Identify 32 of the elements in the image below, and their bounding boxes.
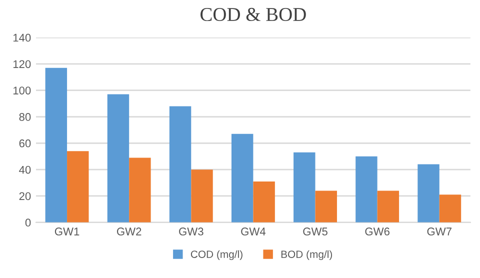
x-tick-label: GW2: [116, 228, 142, 236]
y-tick-label: 40: [19, 166, 31, 174]
bar: [418, 164, 440, 222]
bar: [45, 68, 68, 222]
bar: [169, 106, 192, 222]
legend-label: COD (mg/l): [190, 250, 242, 260]
x-tick-label: GW4: [241, 228, 266, 236]
y-tick-label: 120: [13, 60, 31, 68]
bar: [129, 158, 151, 222]
x-tick-label: GW6: [365, 228, 390, 236]
bar: [294, 152, 316, 222]
x-tick-label: GW1: [54, 228, 80, 236]
x-tick-label: GW3: [179, 228, 204, 236]
bar: [377, 190, 400, 222]
y-tick-label: 20: [19, 192, 31, 200]
bar: [356, 156, 378, 222]
bar: [253, 181, 275, 222]
bar: [315, 190, 337, 222]
chart-title: COD & BOD: [200, 8, 306, 22]
y-tick-label: 80: [19, 113, 31, 121]
bar: [191, 170, 213, 222]
y-tick-label: 0: [25, 218, 31, 227]
bar: [107, 94, 130, 222]
y-tick-label: 140: [13, 34, 31, 42]
legend-label: BOD (mg/l): [281, 250, 332, 260]
y-tick-label: 100: [13, 86, 31, 94]
bar: [439, 194, 462, 222]
bar: [231, 134, 254, 222]
bar: [67, 151, 89, 222]
x-tick-label: GW5: [303, 228, 328, 236]
y-tick-label: 60: [19, 139, 31, 148]
x-tick-label: GW7: [427, 228, 452, 236]
